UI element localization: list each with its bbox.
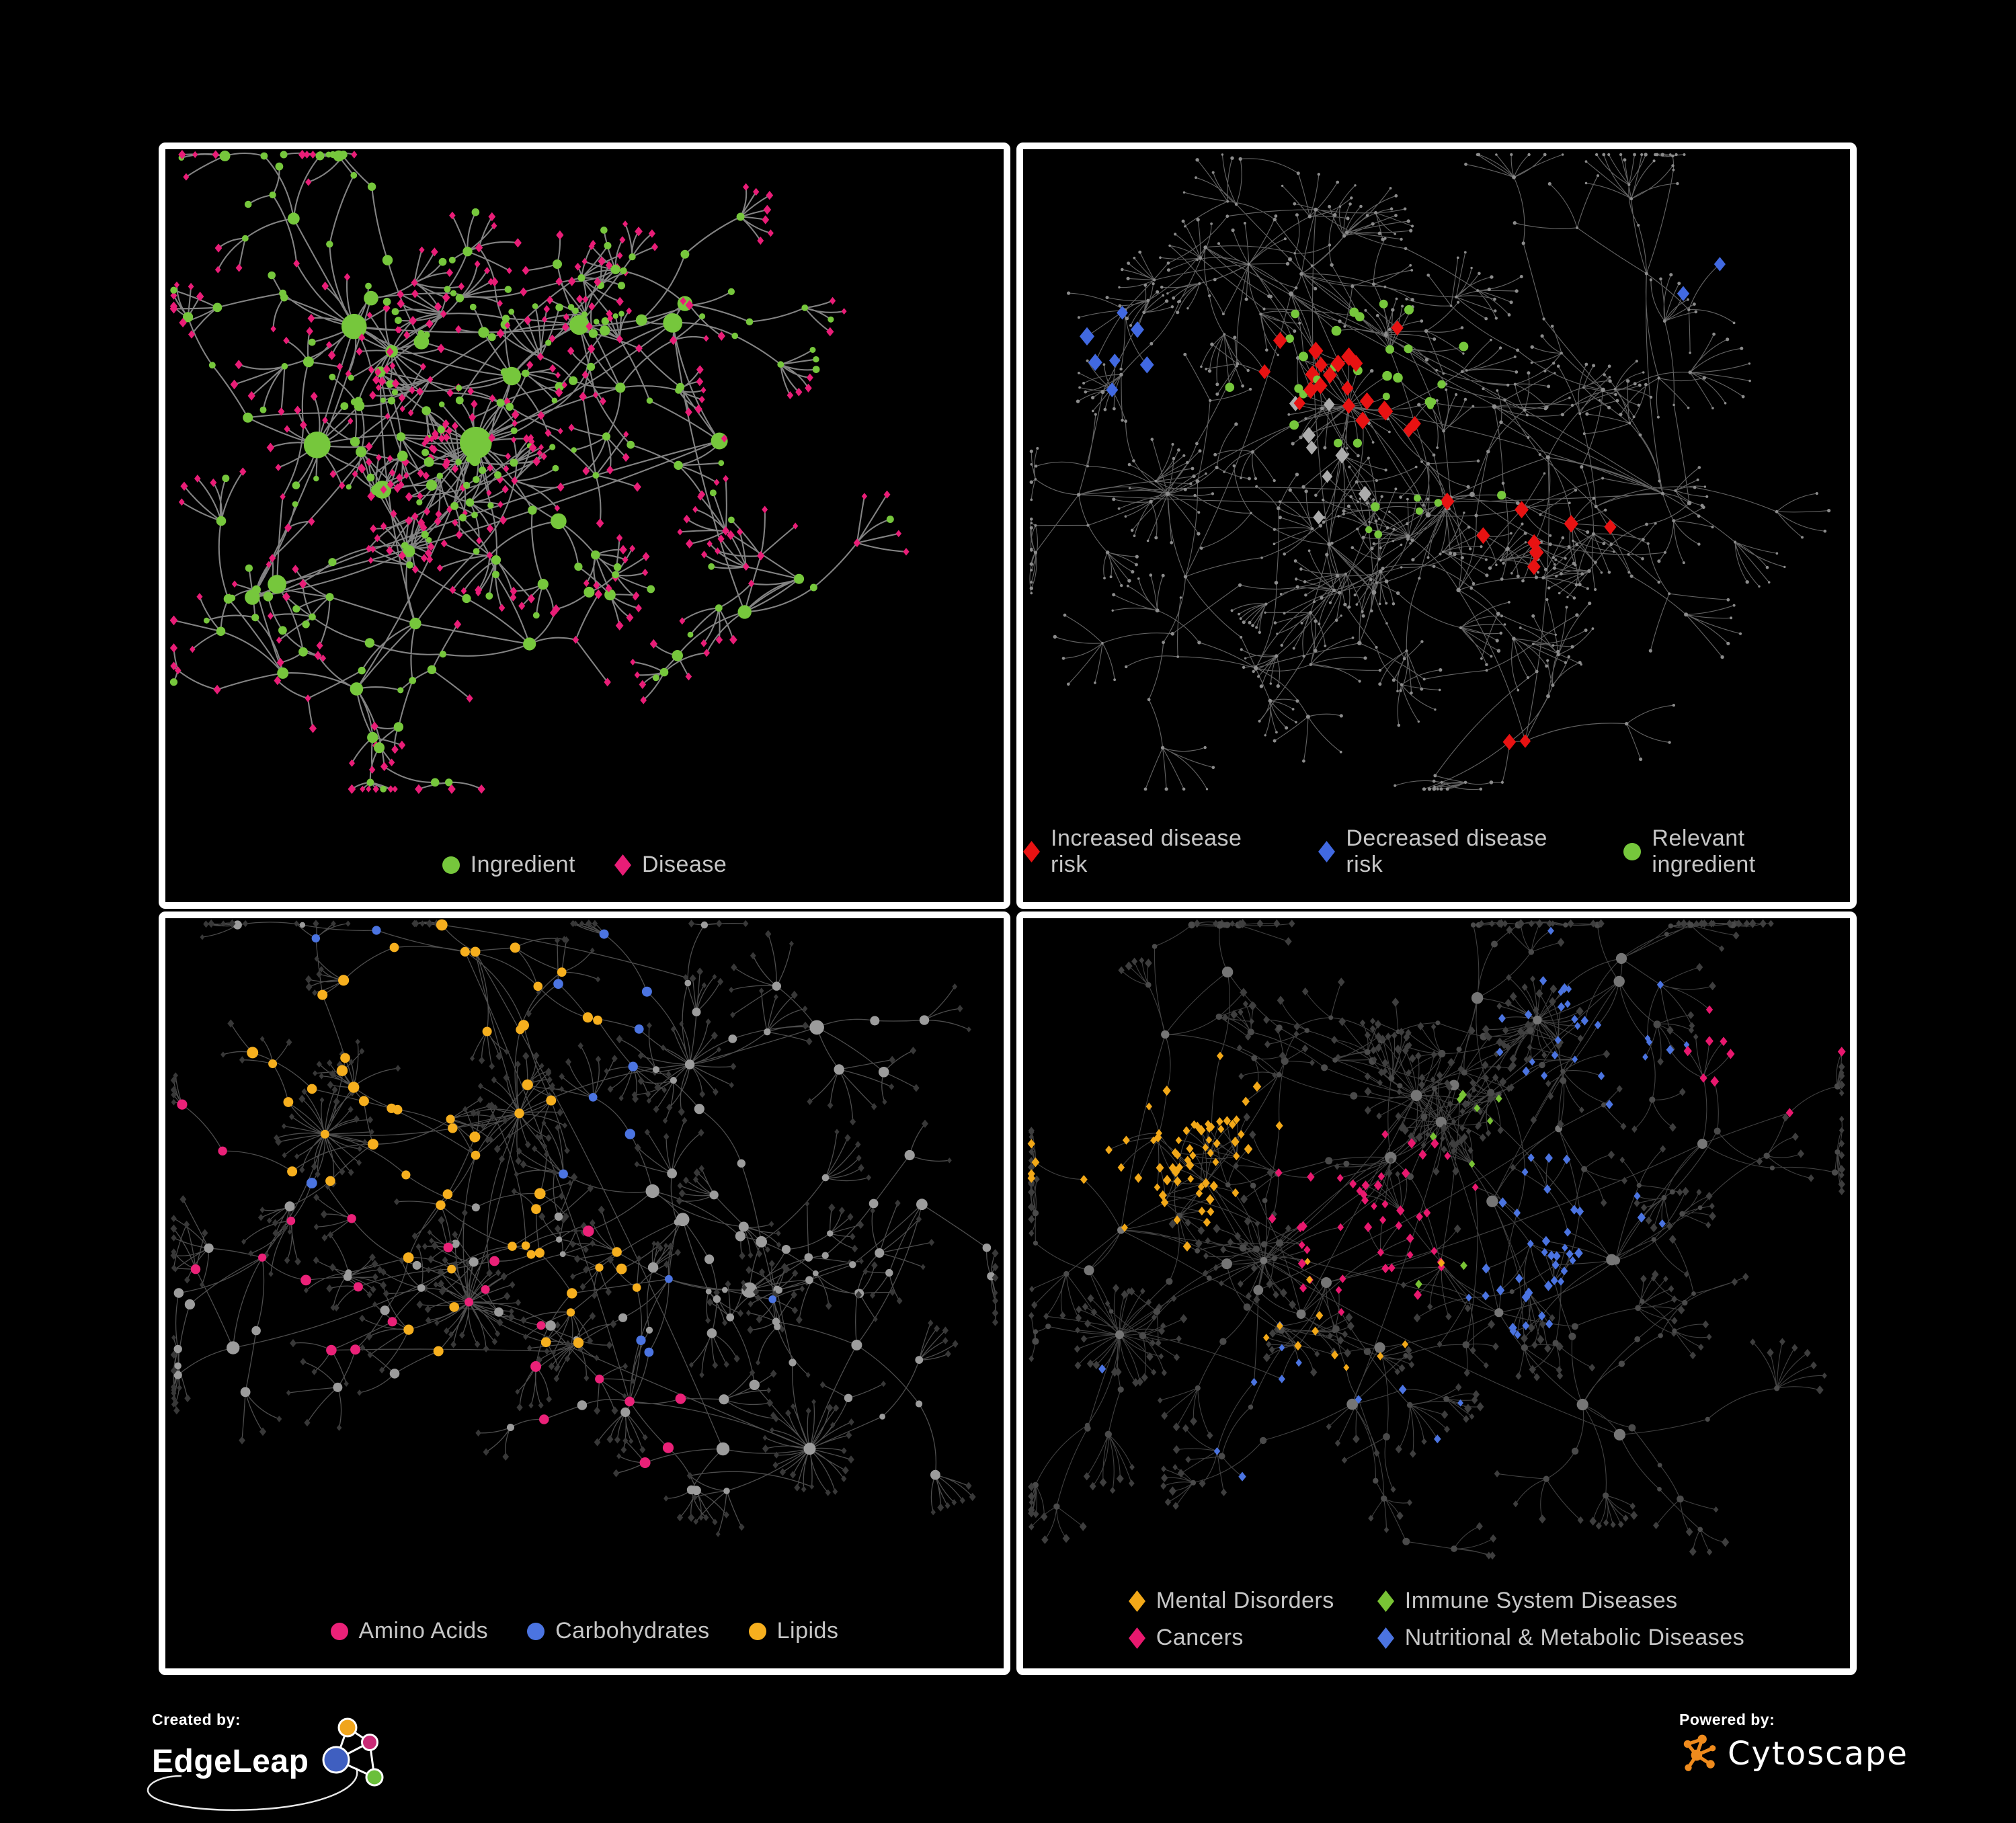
edges [1029,153,1830,791]
legend-swatch-diamond [1318,841,1336,862]
legend: Ingredient Disease [165,852,1004,878]
powered-by-label: Powered by: [1679,1711,1775,1728]
legend-item: Disease [614,852,727,878]
legend-label: Amino Acids [358,1618,489,1644]
legend-label: Cancers [1156,1625,1244,1650]
legend-swatch-diamond [1377,1590,1394,1612]
edgeleap-network-icon [322,1717,384,1787]
cytoscape-logo: Powered by: Cytoscape [1679,1711,1935,1805]
nodes-base [1029,153,1831,791]
nodes-base [170,919,999,1537]
edgeleap-brand-text: EdgeLeap [152,1744,309,1779]
legend-item: Decreased disease risk [1318,825,1584,878]
legend-swatch-circle [527,1622,545,1640]
cytoscape-network-icon [1683,1734,1716,1771]
legend: Increased disease risk Decreased disease … [1023,825,1850,878]
legend-label: Ingredient [470,852,575,877]
legend-item: Mental Disorders [1128,1588,1334,1614]
legend-label: Disease [641,852,727,877]
legend-swatch-circle [748,1622,766,1640]
legend: Amino Acids Carbohydrates Lipids [165,1618,1004,1644]
network-svg [1027,919,1846,1560]
cytoscape-brand-text: Cytoscape [1728,1735,1908,1773]
legend-swatch-circle [442,856,460,874]
legend-swatch-diamond [1023,841,1040,862]
edges [1030,921,1843,1556]
edges [173,152,908,790]
legend-item: Increased disease risk [1023,825,1279,878]
panel-disease-risk: Increased disease risk Decreased disease … [1016,143,1857,909]
panel-disease-category: Mental Disorders Immune System Diseases Ca… [1016,912,1857,1675]
legend-label: Decreased disease risk [1346,825,1547,877]
nodes-highlighted [1080,257,1726,750]
legend-item: Lipids [748,1618,839,1644]
nodes-base [1028,919,1845,1560]
legend-label: Relevant ingredient [1652,825,1756,877]
legend-item: Carbohydrates [527,1618,710,1644]
network-svg [170,919,999,1537]
legend: Mental Disorders Immune System Diseases Ca… [1128,1588,1744,1651]
legend-swatch-diamond [1377,1627,1394,1649]
legend-swatch-circle [1623,843,1642,860]
panel-ingredient-disease: Ingredient Disease [159,143,1010,909]
legend-item: Relevant ingredient [1623,825,1850,878]
legend-item: Amino Acids [330,1618,489,1644]
legend-item: Immune System Diseases [1377,1588,1744,1614]
legend-swatch-diamond [614,854,631,876]
legend-label: Mental Disorders [1156,1588,1334,1613]
nodes-base [169,149,910,795]
legend-swatch-diamond [1128,1627,1145,1649]
legend-label: Immune System Diseases [1404,1588,1678,1613]
legend-label: Nutritional & Metabolic Diseases [1404,1625,1745,1650]
legend-item: Ingredient [442,852,575,878]
legend-item: Cancers [1128,1625,1334,1651]
legend-label: Lipids [776,1618,839,1644]
legend-swatch-diamond [1128,1590,1145,1612]
network-svg [169,149,910,795]
network-svg [1029,153,1831,791]
legend-label: Increased disease risk [1051,825,1242,877]
edgeleap-logo: Created by: EdgeLeap [147,1711,394,1812]
nodes-highlighted [177,919,776,1468]
legend-swatch-circle [330,1622,348,1640]
created-by-label: Created by: [152,1711,241,1728]
legend-item: Nutritional & Metabolic Diseases [1377,1625,1744,1651]
panel-ingredient-class: Amino Acids Carbohydrates Lipids [159,912,1010,1675]
legend-label: Carbohydrates [555,1618,710,1644]
